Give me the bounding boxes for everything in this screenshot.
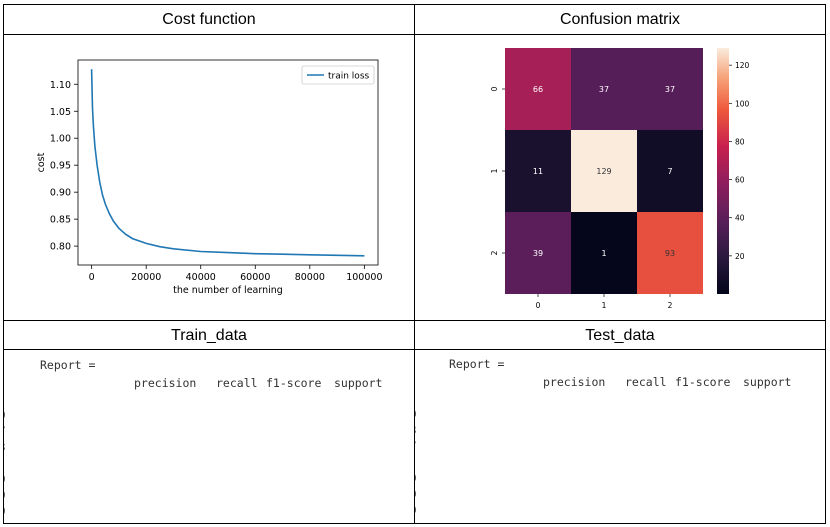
test-report: Report = precision recall f1-score suppo…	[415, 350, 791, 517]
cell-value-label: 37	[599, 85, 609, 94]
heatmap-cell	[637, 48, 703, 130]
y-tick-label: 1.00	[50, 134, 71, 145]
cell-value-label: 37	[665, 85, 675, 94]
header-support: support	[334, 376, 383, 390]
support-value: 180	[415, 487, 417, 501]
support-value: 133	[4, 440, 6, 454]
plot-area	[77, 59, 379, 266]
report-title: Report =	[449, 357, 505, 371]
colorbar-tick-label: 60	[735, 176, 745, 185]
y-tick-label: 0	[490, 86, 499, 91]
y-tick-label: 0.95	[50, 161, 71, 172]
header-f1: f1-score	[266, 376, 322, 390]
y-tick-label: 1.05	[50, 107, 71, 118]
series-line-train-loss	[90, 69, 365, 257]
support-value: 180	[415, 471, 417, 485]
heatmap-cell	[571, 48, 637, 130]
y-tick-label: 0.80	[50, 242, 71, 253]
cost-chart-panel: 0 20000 40000 60000 80000 100000 0.80 0.85 0.90 0…	[4, 35, 414, 320]
y-axis-label: cost	[36, 152, 47, 172]
confusion-matrix-title: Confusion matrix	[559, 11, 681, 28]
heatmap-cell	[571, 212, 637, 294]
colorbar-tick-label: 40	[735, 214, 745, 223]
heatmap-cell	[637, 212, 703, 294]
test-data-title: Test_data	[585, 327, 655, 344]
header-f1: f1-score	[675, 375, 731, 389]
support-value: 420	[4, 488, 6, 502]
cost-function-title: Cost function	[162, 11, 256, 28]
test-report-panel: Report = precision recall f1-score suppo…	[415, 350, 825, 523]
support-value: 60	[415, 407, 417, 421]
cell-value-label: 66	[533, 85, 543, 94]
y-tick-label: 0.85	[50, 215, 71, 226]
cell-value-label: 7	[667, 167, 672, 176]
support-value: 180	[415, 503, 417, 517]
header-precision: precision	[543, 375, 606, 389]
heatmap-cell	[505, 130, 571, 212]
heatmap-cell	[637, 130, 703, 212]
heatmap-cell	[505, 212, 571, 294]
x-tick-label: 1	[602, 301, 607, 310]
y-tick-label: 0.90	[50, 188, 71, 199]
y-tick-label: 1	[490, 168, 499, 173]
support-value: 420	[4, 472, 6, 486]
cell-value-label: 129	[596, 167, 611, 176]
support-value: 140	[4, 408, 6, 422]
y-tick-label: 1.10	[50, 80, 71, 91]
legend-label: train loss	[328, 72, 370, 82]
figure-table: Cost function Confusion matrix Train_dat…	[3, 4, 826, 524]
train-report: Report = precision recall f1-score suppo…	[4, 350, 382, 518]
x-tick-label: 2	[668, 301, 673, 310]
x-tick-label: 40000	[186, 272, 216, 283]
y-tick-label: 2	[490, 250, 499, 255]
colorbar-tick-label: 120	[735, 61, 750, 70]
header-recall: recall	[625, 375, 667, 389]
support-value: 147	[4, 424, 6, 438]
colorbar	[717, 48, 729, 294]
x-tick-label: 60000	[240, 272, 270, 283]
x-tick-label: 20000	[131, 272, 161, 283]
header-support: support	[743, 375, 792, 389]
x-tick-label: 100000	[346, 272, 382, 283]
header-precision: precision	[134, 376, 197, 390]
support-value: 67	[415, 439, 417, 453]
legend-box	[301, 65, 375, 85]
x-tick-label: 0	[89, 272, 95, 283]
x-axis-label: the number of learning	[173, 285, 283, 296]
heatmap-cell	[571, 130, 637, 212]
confusion-panel: 66 37 37 11 129 7 39 1 93 0 1 2 0 1 2 20 40 60 80 100 120	[415, 35, 825, 320]
x-tick-label: 0	[536, 301, 541, 310]
report-title: Report =	[40, 358, 96, 372]
colorbar-tick-label: 80	[735, 137, 745, 146]
cell-value-label: 11	[533, 167, 543, 176]
cell-value-label: 93	[665, 249, 675, 258]
support-value: 53	[415, 423, 417, 437]
colorbar-tick-label: 100	[735, 99, 750, 108]
cell-value-label: 39	[533, 249, 543, 258]
heatmap-cell	[505, 48, 571, 130]
header-recall: recall	[216, 376, 258, 390]
colorbar-tick-label: 20	[735, 252, 745, 261]
cost-chart: 0 20000 40000 60000 80000 100000 0.80 0.85 0.90 0…	[36, 59, 382, 296]
train-report-panel: Report = precision recall f1-score suppo…	[4, 350, 414, 523]
x-tick-label: 80000	[295, 272, 325, 283]
cell-value-label: 1	[601, 249, 606, 258]
support-value: 420	[4, 504, 6, 518]
divider	[414, 5, 415, 523]
train-data-title: Train_data	[171, 327, 247, 344]
